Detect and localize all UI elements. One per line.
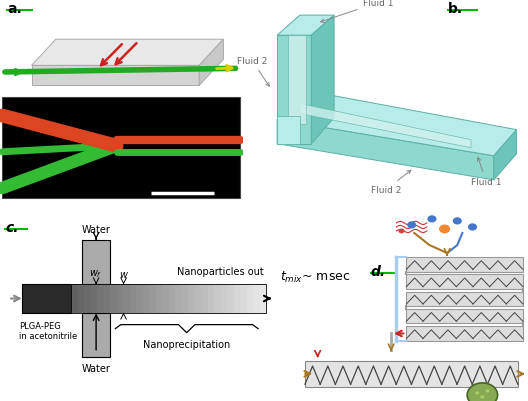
Text: Fluid 1: Fluid 1 <box>471 158 502 186</box>
Text: c.: c. <box>5 221 19 235</box>
Text: Fluid 1: Fluid 1 <box>320 0 393 23</box>
FancyBboxPatch shape <box>195 285 201 313</box>
Polygon shape <box>277 120 494 180</box>
Text: Nanoprecipitation: Nanoprecipitation <box>143 339 230 349</box>
Text: $w_f$: $w_f$ <box>89 268 103 280</box>
FancyBboxPatch shape <box>305 361 518 387</box>
Text: Fluid 2: Fluid 2 <box>237 57 269 87</box>
FancyBboxPatch shape <box>82 241 110 285</box>
Circle shape <box>485 389 489 393</box>
Text: PLGA-PEG
in acetonitrile: PLGA-PEG in acetonitrile <box>19 321 78 340</box>
FancyBboxPatch shape <box>407 309 523 324</box>
Polygon shape <box>277 90 516 156</box>
FancyBboxPatch shape <box>407 326 523 341</box>
FancyBboxPatch shape <box>214 285 221 313</box>
Circle shape <box>452 218 462 225</box>
Text: Water: Water <box>82 225 110 235</box>
FancyBboxPatch shape <box>149 285 156 313</box>
Polygon shape <box>277 16 334 36</box>
Polygon shape <box>494 130 516 180</box>
FancyBboxPatch shape <box>253 285 260 313</box>
FancyBboxPatch shape <box>247 285 253 313</box>
FancyBboxPatch shape <box>110 285 117 313</box>
Circle shape <box>399 229 404 234</box>
FancyBboxPatch shape <box>221 285 228 313</box>
FancyBboxPatch shape <box>240 285 247 313</box>
Text: a.: a. <box>7 2 22 16</box>
Circle shape <box>480 395 484 399</box>
FancyBboxPatch shape <box>84 285 91 313</box>
FancyBboxPatch shape <box>234 285 240 313</box>
Text: b.: b. <box>448 2 463 16</box>
FancyBboxPatch shape <box>201 285 208 313</box>
Circle shape <box>427 216 437 223</box>
Text: $t_{mix}$~ msec: $t_{mix}$~ msec <box>280 269 350 284</box>
FancyBboxPatch shape <box>97 285 104 313</box>
FancyBboxPatch shape <box>130 285 136 313</box>
FancyBboxPatch shape <box>71 285 78 313</box>
FancyBboxPatch shape <box>91 285 97 313</box>
FancyBboxPatch shape <box>22 285 71 313</box>
Polygon shape <box>312 16 334 144</box>
FancyBboxPatch shape <box>260 285 266 313</box>
Text: d.: d. <box>371 265 386 279</box>
FancyBboxPatch shape <box>228 285 234 313</box>
Text: Nanoparticles out: Nanoparticles out <box>177 267 263 277</box>
FancyBboxPatch shape <box>124 285 130 313</box>
FancyBboxPatch shape <box>162 285 169 313</box>
Polygon shape <box>277 116 300 144</box>
Circle shape <box>467 383 497 401</box>
Text: Fluid 2: Fluid 2 <box>371 171 411 194</box>
FancyBboxPatch shape <box>208 285 214 313</box>
Polygon shape <box>199 40 223 86</box>
Text: $w$: $w$ <box>119 270 128 280</box>
FancyBboxPatch shape <box>3 98 240 198</box>
Circle shape <box>439 225 450 234</box>
FancyBboxPatch shape <box>188 285 195 313</box>
Circle shape <box>407 222 416 229</box>
Circle shape <box>468 224 477 231</box>
FancyBboxPatch shape <box>182 285 188 313</box>
FancyBboxPatch shape <box>156 285 162 313</box>
Polygon shape <box>300 104 471 148</box>
Polygon shape <box>32 66 199 86</box>
FancyBboxPatch shape <box>104 285 110 313</box>
Polygon shape <box>288 36 306 124</box>
FancyBboxPatch shape <box>136 285 143 313</box>
FancyBboxPatch shape <box>407 275 523 289</box>
Text: Water: Water <box>82 363 110 373</box>
Polygon shape <box>277 36 312 144</box>
FancyBboxPatch shape <box>143 285 149 313</box>
FancyBboxPatch shape <box>169 285 175 313</box>
FancyBboxPatch shape <box>117 285 124 313</box>
FancyBboxPatch shape <box>175 285 182 313</box>
Polygon shape <box>32 40 223 66</box>
Circle shape <box>475 391 479 395</box>
FancyBboxPatch shape <box>82 313 110 357</box>
FancyBboxPatch shape <box>78 285 84 313</box>
FancyBboxPatch shape <box>407 292 523 306</box>
FancyBboxPatch shape <box>407 257 523 272</box>
